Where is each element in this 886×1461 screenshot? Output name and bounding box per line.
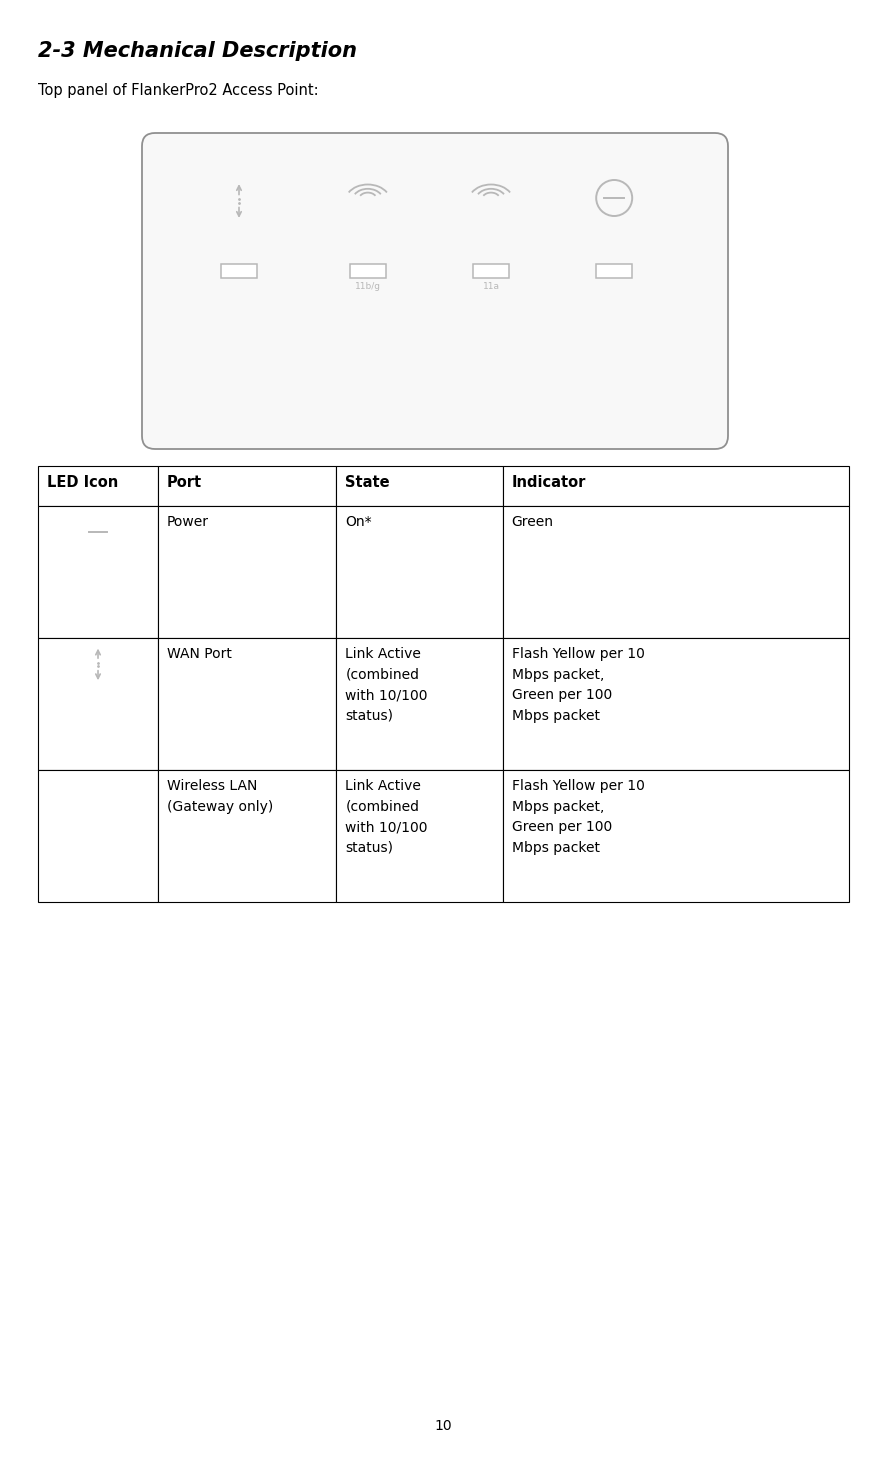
Bar <box>472 264 509 278</box>
Bar <box>502 770 848 901</box>
Text: Port: Port <box>167 475 202 489</box>
Bar <box>83 714 113 726</box>
Text: On*: On* <box>345 514 371 529</box>
Bar <box>336 638 502 770</box>
Text: Flash Yellow per 10
Mbps packet,
Green per 100
Mbps packet: Flash Yellow per 10 Mbps packet, Green p… <box>511 779 644 855</box>
Bar <box>158 506 336 638</box>
Text: Link Active
(combined
with 10/100
status): Link Active (combined with 10/100 status… <box>345 647 427 723</box>
Bar <box>158 770 336 901</box>
Bar <box>38 770 158 901</box>
Bar <box>83 846 113 858</box>
Text: Top panel of FlankerPro2 Access Point:: Top panel of FlankerPro2 Access Point: <box>38 83 318 98</box>
Bar <box>502 506 848 638</box>
Text: Wireless LAN
(Gateway only): Wireless LAN (Gateway only) <box>167 779 273 814</box>
Text: 2-3 Mechanical Description: 2-3 Mechanical Description <box>38 41 356 61</box>
Bar <box>349 264 385 278</box>
Bar <box>336 770 502 901</box>
Text: Green: Green <box>511 514 553 529</box>
Text: 11a: 11a <box>482 282 499 291</box>
Text: 11b/g: 11b/g <box>354 282 380 291</box>
Bar <box>38 506 158 638</box>
Text: Link Active
(combined
with 10/100
status): Link Active (combined with 10/100 status… <box>345 779 427 855</box>
Bar <box>336 466 502 506</box>
Bar <box>83 581 113 593</box>
Bar <box>158 466 336 506</box>
Bar <box>158 638 336 770</box>
Text: Indicator: Indicator <box>511 475 586 489</box>
Text: 10: 10 <box>434 1419 452 1433</box>
Text: Power: Power <box>167 514 209 529</box>
FancyBboxPatch shape <box>142 133 727 449</box>
Text: Flash Yellow per 10
Mbps packet,
Green per 100
Mbps packet: Flash Yellow per 10 Mbps packet, Green p… <box>511 647 644 723</box>
Text: State: State <box>345 475 390 489</box>
Bar <box>502 638 848 770</box>
Bar <box>336 506 502 638</box>
Text: LED Icon: LED Icon <box>47 475 118 489</box>
Bar <box>595 264 632 278</box>
Bar <box>38 638 158 770</box>
Bar <box>502 466 848 506</box>
Bar <box>38 466 158 506</box>
Bar <box>221 264 257 278</box>
Text: WAN Port: WAN Port <box>167 647 231 660</box>
